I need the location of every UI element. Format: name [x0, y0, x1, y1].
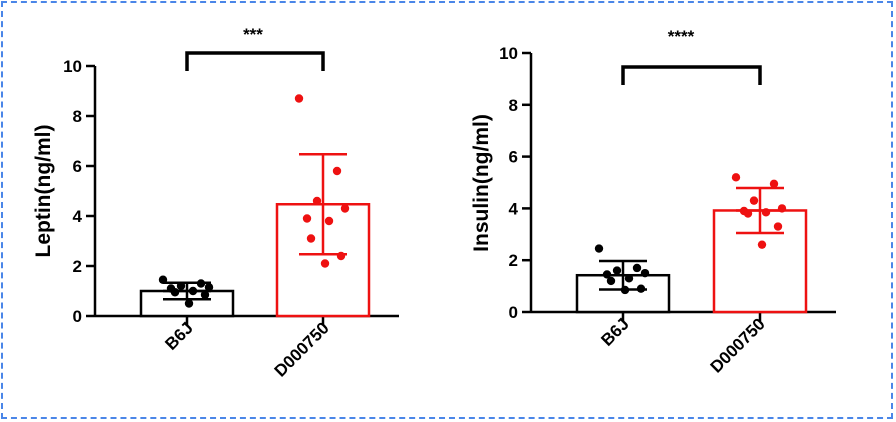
insulin-data-point — [594, 244, 604, 253]
leptin-data-point — [188, 286, 198, 296]
leptin-y-tick-label: 10 — [63, 57, 82, 76]
leptin-data-point — [196, 279, 206, 288]
leptin-category-label-d000750: D000750 — [271, 318, 333, 380]
insulin-y-tick-label: 2 — [509, 251, 518, 270]
insulin-data-point — [777, 204, 787, 213]
insulin-data-point — [602, 270, 612, 279]
leptin-data-point — [306, 234, 316, 243]
leptin-y-tick-label: 8 — [73, 107, 82, 126]
leptin-data-point — [320, 259, 330, 268]
leptin-data-point — [340, 204, 350, 213]
insulin-category-label-d000750: D000750 — [707, 314, 769, 376]
insulin-data-point — [612, 266, 622, 275]
leptin-data-point — [302, 214, 312, 223]
leptin-data-point — [332, 166, 342, 176]
leptin-data-point — [294, 94, 304, 103]
insulin-data-point — [743, 209, 753, 218]
leptin-data-point — [170, 288, 180, 297]
insulin-significance-label: **** — [668, 27, 695, 46]
insulin-data-point — [620, 285, 630, 295]
leptin-y-axis-label: Leptin(ng/ml) — [32, 125, 55, 258]
insulin-y-tick-label: 4 — [509, 199, 519, 218]
leptin-significance-bracket — [185, 51, 325, 71]
insulin-category-label-b6j: B6J — [597, 314, 632, 349]
leptin-data-point — [324, 216, 334, 226]
leptin-data-point — [312, 196, 322, 206]
leptin-data-point — [158, 275, 168, 284]
leptin-plot-marks: 0 2 4 6 8 10 — [63, 51, 399, 326]
leptin-category-label-b6j: B6J — [161, 318, 196, 353]
leptin-y-tick-label: 6 — [73, 157, 82, 176]
leptin-significance-label: *** — [243, 25, 263, 44]
insulin-y-tick-label: 6 — [509, 148, 518, 167]
leptin-y-tick-label: 4 — [73, 207, 83, 226]
insulin-data-point — [632, 263, 642, 273]
leptin-y-tick-label: 2 — [73, 257, 82, 276]
insulin-data-point — [761, 208, 771, 217]
leptin-data-point — [204, 283, 214, 292]
insulin-data-point — [606, 276, 616, 286]
leptin-data-point — [184, 299, 194, 308]
leptin-data-point — [200, 290, 210, 299]
insulin-data-point — [731, 173, 741, 182]
leptin-panel: Leptin(ng/ml) *** B6J D000750 — [32, 25, 333, 381]
leptin-y-tick-label: 0 — [73, 307, 82, 326]
insulin-data-point — [640, 268, 650, 278]
insulin-y-tick-label: 8 — [509, 96, 518, 115]
leptin-data-point — [336, 251, 346, 261]
insulin-plot-marks: 0 2 4 6 8 10 — [499, 44, 836, 322]
insulin-data-point — [769, 179, 779, 188]
insulin-y-axis-label: Insulin(ng/ml) — [470, 114, 493, 252]
insulin-significance-bracket — [621, 65, 762, 85]
insulin-data-point — [749, 196, 759, 205]
insulin-y-tick-label: 10 — [499, 44, 518, 63]
insulin-y-tick-label: 0 — [509, 303, 518, 322]
insulin-data-point — [636, 284, 646, 293]
insulin-data-point — [624, 274, 634, 283]
leptin-data-point — [176, 281, 186, 291]
insulin-data-point — [773, 222, 783, 231]
insulin-data-point — [757, 240, 767, 249]
